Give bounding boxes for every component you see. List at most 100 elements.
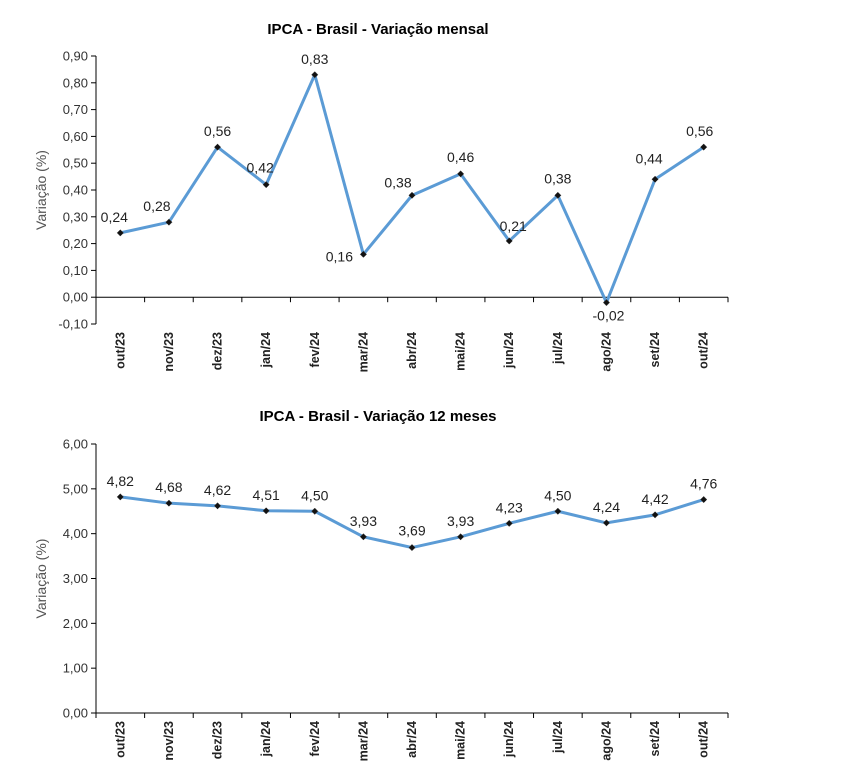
y-tick-label: 0,50 — [63, 156, 88, 171]
x-tick-label: fev/24 — [308, 721, 322, 756]
y-tick-label: 6,00 — [63, 437, 88, 452]
y-tick-label: 5,00 — [63, 481, 88, 496]
y-tick-label: 0,80 — [63, 75, 88, 90]
data-label: 0,83 — [301, 51, 328, 67]
x-tick-label: mai/24 — [454, 332, 468, 371]
y-tick-label: 0,10 — [63, 263, 88, 278]
data-label: 0,42 — [247, 160, 274, 176]
data-point-marker — [651, 511, 659, 519]
y-axis-label: Variação (%) — [33, 150, 49, 230]
y-tick-label: 0,40 — [63, 183, 88, 198]
data-point-marker — [213, 143, 222, 151]
data-point-marker — [116, 493, 124, 501]
data-point-marker — [359, 250, 367, 258]
x-tick-label: jul/24 — [551, 721, 565, 754]
data-label: -0,02 — [593, 308, 625, 324]
data-point-marker — [602, 299, 611, 307]
data-label: 0,21 — [500, 218, 527, 234]
data-point-marker — [408, 544, 416, 552]
data-point-marker — [311, 71, 319, 79]
data-label: 4,68 — [155, 479, 182, 495]
data-point-marker — [213, 502, 222, 510]
data-point-marker — [651, 175, 659, 183]
x-tick-label: abr/24 — [405, 332, 419, 369]
y-tick-label: 0,00 — [63, 290, 88, 305]
data-label: 4,82 — [107, 473, 134, 489]
x-tick-label: out/23 — [113, 721, 127, 758]
x-tick-label: out/23 — [113, 332, 127, 369]
data-label: 0,44 — [635, 150, 662, 166]
data-label: 0,24 — [101, 209, 128, 225]
x-tick-label: ago/24 — [599, 721, 613, 761]
data-label: 0,38 — [384, 174, 411, 190]
data-point-marker — [505, 237, 513, 245]
x-tick-label: abr/24 — [405, 721, 419, 758]
x-tick-label: set/24 — [648, 721, 662, 756]
data-label: 0,56 — [204, 123, 231, 139]
x-tick-label: dez/23 — [211, 721, 225, 759]
data-point-marker — [457, 533, 465, 541]
x-tick-label: jan/24 — [259, 721, 273, 757]
data-label: 0,16 — [326, 248, 353, 264]
data-label: 0,28 — [143, 198, 170, 214]
x-tick-label: ago/24 — [599, 332, 613, 372]
x-tick-label: jun/24 — [502, 721, 516, 758]
data-label: 4,62 — [204, 482, 231, 498]
y-tick-label: 2,00 — [63, 616, 88, 631]
y-tick-label: 0,70 — [63, 102, 88, 117]
data-label: 4,50 — [301, 487, 328, 503]
chart-title: IPCA - Brasil - Variação mensal — [267, 21, 488, 38]
data-label: 3,69 — [398, 523, 425, 539]
y-tick-label: 0,20 — [63, 236, 88, 251]
data-label: 4,76 — [690, 476, 717, 492]
x-tick-label: jan/24 — [259, 332, 273, 368]
data-point-marker — [700, 496, 708, 504]
y-tick-label: 4,00 — [63, 526, 88, 541]
y-tick-label: 0,30 — [63, 209, 88, 224]
data-label: 4,23 — [496, 499, 523, 515]
data-point-marker — [165, 218, 173, 226]
x-tick-label: out/24 — [697, 332, 711, 369]
data-point-marker — [262, 507, 270, 515]
data-point-marker — [700, 143, 708, 151]
twelve-month-variation-chart: IPCA - Brasil - Variação 12 meses Variaçã… — [33, 408, 729, 761]
data-point-marker — [165, 499, 173, 507]
data-label: 3,93 — [350, 513, 377, 529]
chart-title: IPCA - Brasil - Variação 12 meses — [259, 408, 496, 425]
monthly-variation-chart: IPCA - Brasil - Variação mensal Variação … — [33, 21, 729, 372]
data-label: 4,24 — [593, 499, 620, 515]
x-tick-label: mai/24 — [454, 721, 468, 760]
data-label: 4,50 — [544, 487, 571, 503]
data-point-marker — [457, 170, 465, 178]
data-point-marker — [602, 519, 611, 527]
data-label: 4,42 — [641, 491, 668, 507]
y-tick-label: 0,60 — [63, 129, 88, 144]
data-label: 4,51 — [253, 487, 280, 503]
x-tick-label: mar/24 — [356, 721, 370, 761]
x-tick-label: fev/24 — [308, 332, 322, 367]
data-point-marker — [311, 507, 319, 515]
x-tick-label: out/24 — [697, 721, 711, 758]
y-tick-label: -0,10 — [58, 317, 88, 332]
x-tick-label: set/24 — [648, 332, 662, 367]
series-line — [119, 73, 705, 305]
y-tick-label: 3,00 — [63, 571, 88, 586]
data-label: 3,93 — [447, 513, 474, 529]
data-point-marker — [262, 181, 270, 189]
data-point-marker — [359, 533, 367, 541]
y-tick-label: 0,00 — [63, 706, 88, 721]
data-point-marker — [408, 191, 416, 199]
y-tick-label: 0,90 — [63, 49, 88, 64]
x-tick-label: jun/24 — [502, 332, 516, 369]
data-label: 0,38 — [544, 170, 571, 186]
data-label: 0,46 — [447, 149, 474, 165]
y-axis-label: Variação (%) — [33, 539, 49, 619]
x-tick-label: nov/23 — [162, 721, 176, 761]
x-tick-label: dez/23 — [211, 332, 225, 370]
x-tick-label: jul/24 — [551, 332, 565, 365]
x-tick-label: nov/23 — [162, 332, 176, 372]
data-point-marker — [554, 191, 562, 199]
y-tick-label: 1,00 — [63, 661, 88, 676]
data-point-marker — [554, 507, 562, 515]
data-point-marker — [116, 229, 124, 237]
